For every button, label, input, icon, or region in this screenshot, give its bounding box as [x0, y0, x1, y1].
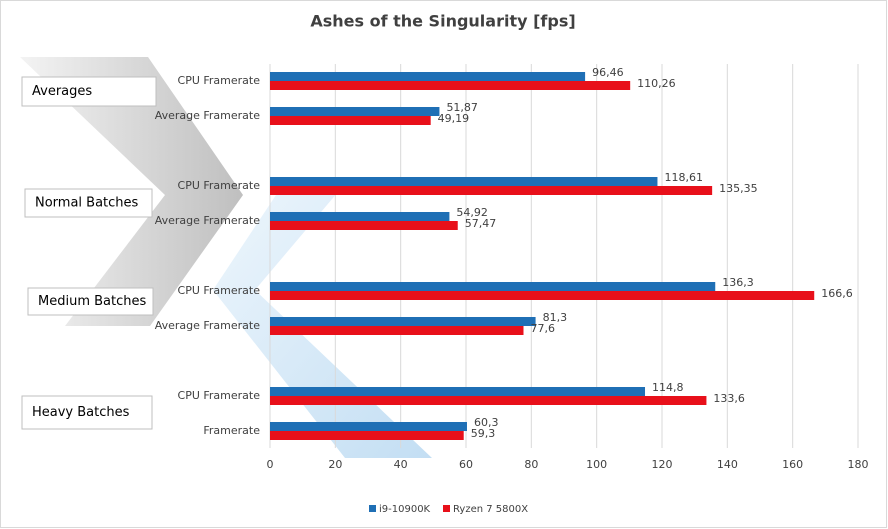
bar [270, 291, 815, 300]
bar [270, 422, 467, 431]
value-label: 81,3 [543, 311, 568, 324]
x-tick-label: 0 [267, 458, 274, 471]
bar [270, 326, 524, 335]
bar [270, 221, 458, 230]
value-label: 49,19 [438, 112, 470, 125]
bar [270, 431, 464, 440]
value-label: 54,92 [456, 206, 488, 219]
legend-swatch [369, 505, 376, 512]
value-label: 51,87 [446, 101, 478, 114]
value-label: 136,3 [722, 276, 754, 289]
y-tick-label: CPU Framerate [178, 74, 261, 87]
value-label: 118,61 [664, 171, 703, 184]
chevron-gray [20, 57, 243, 326]
group-box [21, 395, 153, 430]
bar [270, 72, 586, 81]
value-label: 96,46 [592, 66, 624, 79]
legend-label: i9-10900K [379, 504, 431, 515]
chevron-blue [213, 192, 432, 458]
x-tick-label: 160 [782, 458, 803, 471]
chart-title: Ashes of the Singularity [fps] [310, 12, 575, 31]
value-label: 59,3 [471, 427, 496, 440]
bar [270, 107, 440, 116]
value-label: 57,47 [465, 217, 497, 230]
x-tick-label: 180 [848, 458, 869, 471]
group-label: Averages [32, 84, 92, 99]
x-tick-label: 140 [717, 458, 738, 471]
bar [270, 212, 450, 221]
x-tick-label: 60 [459, 458, 473, 471]
group-label: Normal Batches [35, 196, 139, 211]
y-tick-label: Average Framerate [155, 214, 261, 227]
value-label: 166,6 [821, 287, 853, 300]
group-box [24, 188, 153, 218]
value-label: 135,35 [719, 182, 758, 195]
x-tick-label: 20 [328, 458, 342, 471]
bar [270, 396, 707, 405]
bar [270, 186, 713, 195]
y-tick-label: Average Framerate [155, 109, 261, 122]
group-box [21, 76, 157, 107]
bar [270, 81, 631, 90]
bar [270, 282, 716, 291]
bar [270, 116, 431, 125]
legend-label: Ryzen 7 5800X [453, 504, 528, 515]
y-tick-label: CPU Framerate [178, 284, 261, 297]
value-label: 60,3 [474, 416, 499, 429]
legend-swatch [443, 505, 450, 512]
group-label: Medium Batches [38, 294, 146, 309]
x-tick-label: 40 [394, 458, 408, 471]
bar [270, 387, 646, 396]
bar [270, 177, 658, 186]
y-tick-label: CPU Framerate [178, 179, 261, 192]
value-label: 110,26 [637, 77, 676, 90]
y-tick-label: Framerate [203, 424, 260, 437]
x-tick-label: 100 [586, 458, 607, 471]
x-tick-label: 80 [524, 458, 538, 471]
group-box [27, 287, 154, 316]
value-label: 133,6 [713, 392, 745, 405]
value-label: 114,8 [652, 381, 684, 394]
bar [270, 317, 536, 326]
group-label: Heavy Batches [32, 405, 130, 420]
y-tick-label: Average Framerate [155, 319, 261, 332]
x-tick-label: 120 [652, 458, 673, 471]
y-tick-label: CPU Framerate [178, 389, 261, 402]
value-label: 77,6 [530, 322, 555, 335]
